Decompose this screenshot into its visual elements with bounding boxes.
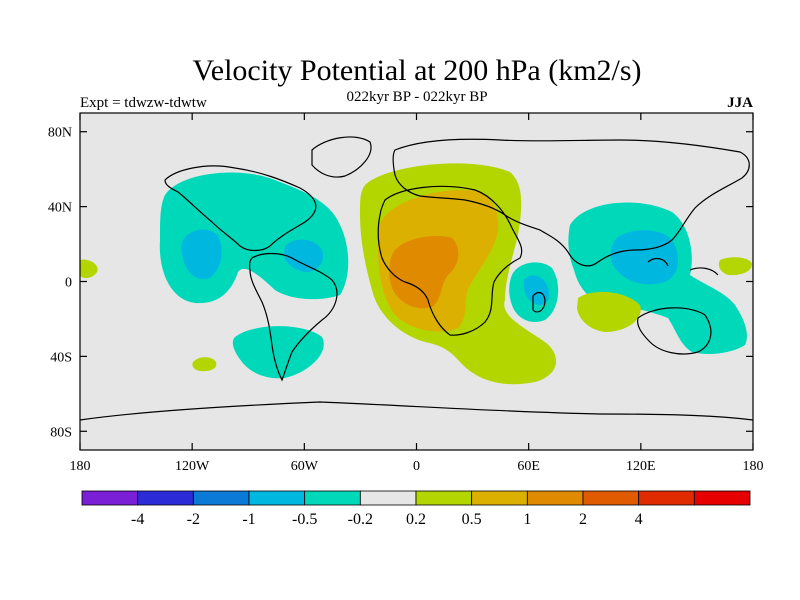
colorbar-label-8: 2 (579, 511, 587, 528)
colorbar-swatch-9 (582, 490, 640, 506)
colorbar-swatch-0 (81, 490, 139, 506)
lat-label-4: 80S (50, 425, 72, 440)
map-area (80, 113, 753, 450)
colorbar-swatch-10 (638, 490, 695, 506)
lon-label-5: 120E (626, 459, 656, 474)
chart-subtitle: 022kyr BP - 022kyr BP (346, 89, 487, 105)
coastlines (80, 136, 753, 421)
colorbar-swatch-7 (471, 490, 528, 506)
chart-title: Velocity Potential at 200 hPa (km2/s) (192, 54, 641, 87)
colorbar-swatch-5 (359, 490, 417, 506)
colorbar-swatch-3 (248, 490, 306, 506)
colorbar-label-0: -4 (131, 511, 144, 528)
colorbar-swatch-6 (415, 490, 473, 506)
colorbar-swatch-4 (304, 490, 361, 506)
colorbar-swatch-2 (192, 490, 250, 506)
lon-label-6: 180 (743, 459, 764, 474)
positive-anomaly-1 (389, 235, 459, 309)
lon-label-4: 60E (517, 459, 540, 474)
colorbar-label-3: -0.5 (292, 511, 317, 528)
colorbar-swatch-1 (137, 490, 194, 506)
colorbar-label-4: -0.2 (348, 511, 373, 528)
colorbar-swatch-8 (526, 490, 584, 506)
negative-anomaly-05 (181, 229, 679, 306)
lon-label-2: 60W (291, 459, 319, 474)
experiment-label: Expt = tdwzw-tdwtw (80, 95, 207, 111)
colorbar-label-6: 0.5 (462, 511, 482, 528)
longitude-axis: 180 120W 60W 0 60E 120E 180 (70, 113, 764, 474)
colorbar-swatch-11 (693, 490, 751, 506)
colorbar-label-2: -1 (242, 511, 255, 528)
lat-label-1: 40N (48, 201, 72, 216)
colorbar-label-1: -2 (187, 511, 200, 528)
lat-label-2: 0 (65, 276, 72, 291)
colorbar-label-7: 1 (523, 511, 531, 528)
lon-label-1: 120W (175, 459, 210, 474)
lat-label-0: 80N (48, 126, 72, 141)
lat-label-3: 40S (50, 350, 72, 365)
colorbar-label-5: 0.2 (406, 511, 426, 528)
latitude-axis: 80N 40N 0 40S 80S (48, 126, 753, 440)
lon-label-0: 180 (70, 459, 91, 474)
lon-label-3: 0 (413, 459, 420, 474)
colorbar-label-9: 4 (635, 511, 643, 528)
season-label: JJA (727, 95, 753, 111)
colorbar: -4 -2 -1 -0.5 -0.2 0.2 0.5 1 2 4 (81, 490, 751, 528)
